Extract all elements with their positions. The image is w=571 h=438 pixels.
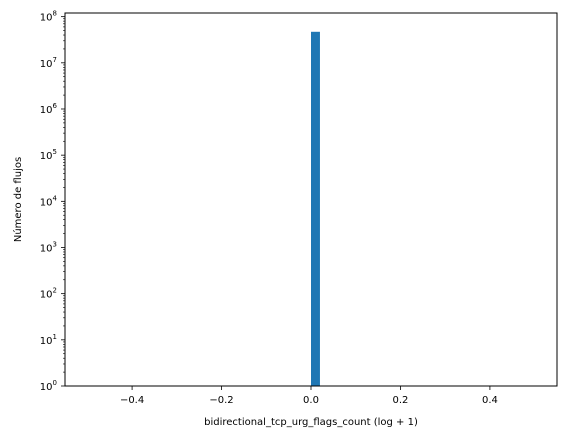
x-axis: −0.4 −0.2 0.0 0.2 0.4	[120, 386, 498, 406]
x-tick-label: −0.4	[120, 395, 144, 406]
y-tick-label-base: 10	[40, 382, 53, 393]
y-tick-label-exponent: 5	[53, 148, 57, 156]
x-axis-label: bidirectional_tcp_urg_flags_count (log +…	[204, 417, 418, 428]
y-tick-label: 102	[40, 287, 57, 301]
x-tick-label: 0.4	[482, 395, 498, 406]
histogram-bar	[311, 31, 320, 386]
y-tick-label-base: 10	[40, 13, 53, 24]
y-tick-label: 100	[40, 379, 57, 393]
y-tick-label-exponent: 4	[53, 194, 58, 202]
y-tick-label: 106	[40, 102, 58, 116]
y-tick-label-base: 10	[40, 336, 53, 347]
x-tick-label: 0.2	[393, 395, 409, 406]
y-tick-label-base: 10	[40, 59, 53, 70]
y-tick-label-exponent: 7	[53, 56, 57, 64]
y-tick-label-exponent: 0	[53, 379, 57, 387]
y-tick-label-exponent: 8	[53, 10, 57, 18]
y-tick-label: 104	[40, 194, 58, 208]
y-tick-label: 103	[40, 240, 57, 254]
y-axis-label: Número de flujos	[12, 157, 24, 242]
bars-layer	[311, 31, 320, 386]
y-tick-label-base: 10	[40, 197, 53, 208]
y-tick-label: 107	[40, 56, 57, 70]
y-tick-label-exponent: 2	[53, 287, 57, 295]
y-tick-label-base: 10	[40, 290, 53, 301]
y-tick-label-base: 10	[40, 243, 53, 254]
y-tick-label-exponent: 1	[53, 333, 57, 341]
x-tick-label: 0.0	[303, 395, 319, 406]
y-tick-label: 101	[40, 333, 57, 347]
y-tick-label-exponent: 3	[53, 240, 57, 248]
y-tick-label: 105	[40, 148, 57, 162]
y-tick-label: 108	[40, 10, 57, 24]
y-tick-label-base: 10	[40, 105, 53, 116]
y-tick-label-base: 10	[40, 151, 53, 162]
y-tick-label-exponent: 6	[53, 102, 58, 110]
x-tick-label: −0.2	[209, 395, 233, 406]
